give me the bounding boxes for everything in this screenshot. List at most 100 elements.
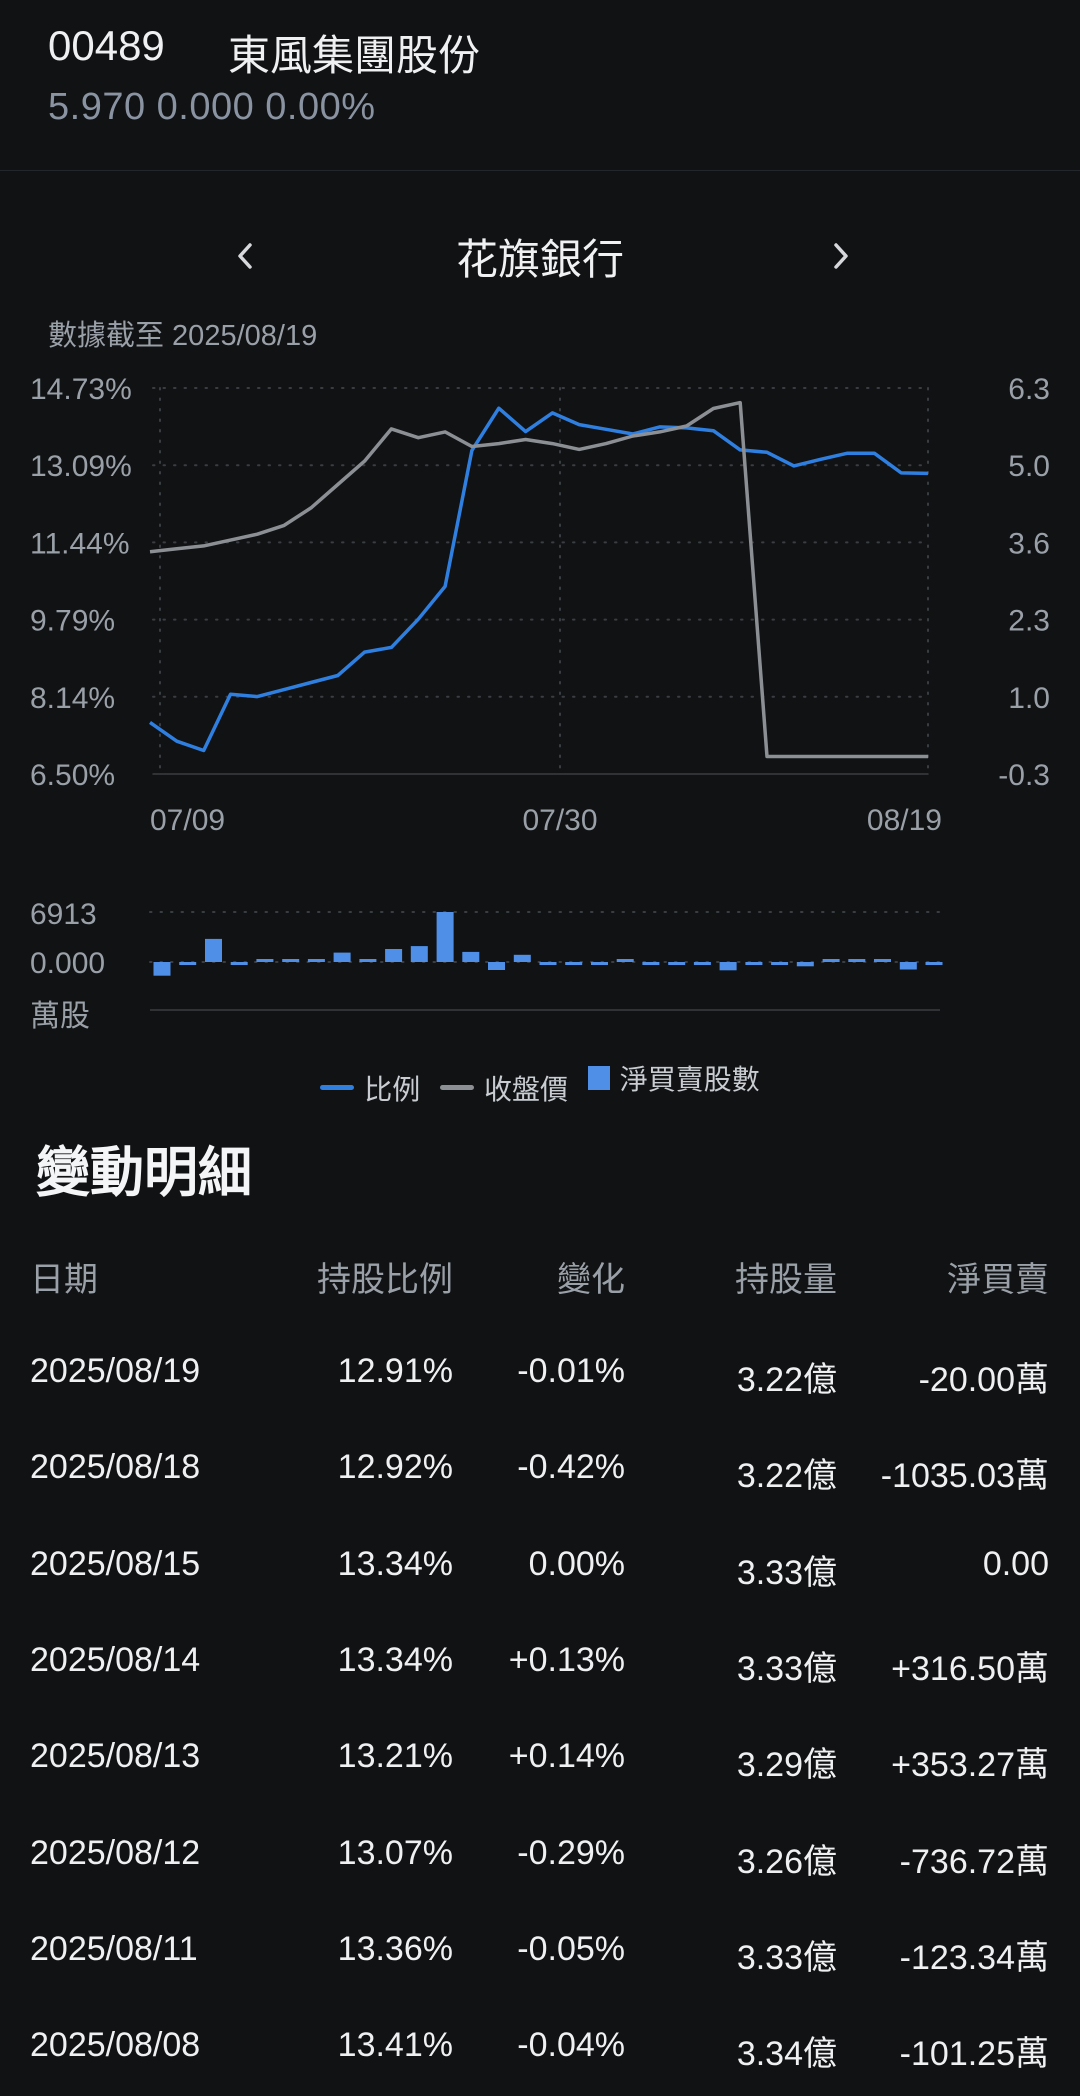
row-ratio: 13.34% <box>337 1544 453 1583</box>
x-tick-label: 08/19 <box>867 804 942 837</box>
net-shares-bar <box>668 962 686 965</box>
stock-quote: 5.970 0.000 0.00% <box>48 86 376 128</box>
bar-top-label: 6913 <box>30 898 97 931</box>
table-row[interactable]: 2025/08/14 13.34% +0.13% 3.33億 +316.50萬 <box>0 1641 1080 1711</box>
right-tick-label: -0.3 <box>998 759 1050 792</box>
row-ratio: 13.07% <box>337 1833 453 1872</box>
table-header: 日期 持股比例 變化 持股量 淨買賣 <box>0 1252 1080 1302</box>
ratio-line <box>148 406 929 753</box>
row-change: +0.14% <box>508 1737 625 1776</box>
row-holding: 3.33億 <box>736 1649 837 1688</box>
header-net: 淨買賣 <box>947 1261 1049 1299</box>
net-shares-bar <box>179 962 197 965</box>
row-ratio: 13.34% <box>337 1640 453 1679</box>
row-holding: 3.22億 <box>736 1361 837 1399</box>
row-net: -123.34萬 <box>899 1938 1049 1977</box>
left-tick-label: 11.44% <box>30 527 130 560</box>
net-shares-bar <box>874 959 891 962</box>
net-shares-bar <box>488 962 505 970</box>
legend-price: 收盤價 <box>439 1068 568 1108</box>
row-ratio: 13.36% <box>337 1929 453 1968</box>
broker-name: 花旗銀行 <box>455 236 624 283</box>
right-tick-label: 3.6 <box>1008 527 1050 560</box>
row-change: 0.00% <box>528 1544 625 1583</box>
net-shares-bar <box>796 962 814 967</box>
table-row[interactable]: 2025/08/19 12.91% -0.01% 3.22億 -20.00萬 <box>0 1352 1080 1422</box>
bar-chart <box>149 911 943 1011</box>
row-holding: 3.34億 <box>736 2035 837 2074</box>
chart-lines <box>148 400 929 759</box>
net-shares-bar <box>899 962 917 970</box>
row-date: 2025/08/11 <box>30 1929 198 1968</box>
row-holding: 3.26億 <box>736 1842 837 1881</box>
row-date: 2025/08/13 <box>30 1737 201 1776</box>
row-ratio: 13.21% <box>337 1737 453 1776</box>
stock-name: 東風集團股份 <box>228 32 481 79</box>
row-change: +0.13% <box>508 1640 625 1679</box>
row-date: 2025/08/14 <box>30 1640 201 1679</box>
left-axis-labels: 14.73% 13.09% 11.44% 9.79% 8.14% 6.50% <box>30 373 132 792</box>
right-tick-label: 6.3 <box>1008 373 1050 406</box>
row-change: -0.01% <box>517 1352 625 1390</box>
chevron-right-icon <box>834 243 848 269</box>
net-shares-bar <box>822 959 840 962</box>
row-net: +353.27萬 <box>891 1746 1049 1785</box>
prev-broker-button[interactable] <box>226 228 266 284</box>
left-tick-label: 13.09% <box>30 450 132 483</box>
net-shares-bar <box>307 959 325 962</box>
row-change: -0.42% <box>517 1448 625 1487</box>
x-tick-label: 07/30 <box>522 804 597 837</box>
row-holding: 3.22億 <box>736 1457 837 1496</box>
net-shares-bar <box>230 962 248 965</box>
row-change: -0.05% <box>517 1929 625 1968</box>
net-shares-bar <box>385 949 403 962</box>
header-date: 日期 <box>30 1261 98 1299</box>
row-net: -1035.03萬 <box>880 1457 1049 1496</box>
row-date: 2025/08/08 <box>30 2026 201 2065</box>
row-date: 2025/08/18 <box>30 1448 201 1487</box>
table-row[interactable]: 2025/08/08 13.41% -0.04% 3.34億 -101.25萬 <box>0 2026 1080 2096</box>
row-net: -101.25萬 <box>899 2035 1049 2074</box>
row-date: 2025/08/15 <box>30 1544 201 1583</box>
table-row[interactable]: 2025/08/12 13.07% -0.29% 3.26億 -736.72萬 <box>0 1834 1080 1904</box>
row-net: -20.00萬 <box>918 1361 1049 1399</box>
left-tick-label: 14.73% <box>30 373 132 406</box>
price-line <box>149 400 928 759</box>
table-row[interactable]: 2025/08/11 13.36% -0.05% 3.33億 -123.34萬 <box>0 1930 1080 2000</box>
chart-legend: 比例 收盤價 淨買賣股數 <box>0 1058 1080 1105</box>
net-shares-bar <box>616 959 634 962</box>
table-row[interactable]: 2025/08/13 13.21% +0.14% 3.29億 +353.27萬 <box>0 1737 1080 1807</box>
row-holding: 3.33億 <box>736 1938 837 1977</box>
left-tick-label: 8.14% <box>30 682 115 715</box>
net-shares-bar <box>256 959 274 962</box>
right-tick-label: 1.0 <box>1008 682 1050 715</box>
right-tick-label: 5.0 <box>1008 450 1050 483</box>
x-axis-labels: 07/09 07/30 08/19 <box>150 804 942 837</box>
row-net: 0.00 <box>982 1544 1049 1583</box>
bar-unit-label: 萬股 <box>30 1000 90 1033</box>
net-shares-bar <box>925 962 943 965</box>
row-date: 2025/08/12 <box>30 1833 201 1872</box>
net-shares-bar <box>591 962 608 965</box>
net-shares-bar <box>848 959 866 962</box>
net-shares-bar <box>771 962 789 965</box>
table-row[interactable]: 2025/08/18 12.92% -0.42% 3.22億 -1035.03萬 <box>0 1448 1080 1518</box>
stock-header: 00489 東風集團股份 5.970 0.000 0.00% <box>0 0 1080 171</box>
row-date: 2025/08/19 <box>30 1352 201 1390</box>
legend-net-shares: 淨買賣股數 <box>587 1058 760 1098</box>
legend-ratio: 比例 <box>320 1068 420 1108</box>
row-holding: 3.33億 <box>736 1553 837 1592</box>
header-ratio: 持股比例 <box>317 1261 453 1299</box>
chevron-left-icon <box>238 243 252 269</box>
x-tick-label: 07/09 <box>150 804 225 837</box>
net-shares-bar <box>333 952 351 962</box>
net-shares-bar <box>565 962 583 965</box>
table-row[interactable]: 2025/08/15 13.34% 0.00% 3.33億 0.00 <box>0 1545 1080 1615</box>
net-shares-bar <box>745 962 763 965</box>
row-change: -0.04% <box>517 2026 625 2065</box>
shareholding-chart: 14.73% 13.09% 11.44% 9.79% 8.14% 6.50% 6.3 5.0… <box>30 373 1050 1033</box>
left-tick-label: 6.50% <box>30 759 115 792</box>
next-broker-button[interactable] <box>820 228 860 284</box>
net-shares-bar <box>513 954 531 962</box>
net-shares-bar <box>436 912 454 962</box>
